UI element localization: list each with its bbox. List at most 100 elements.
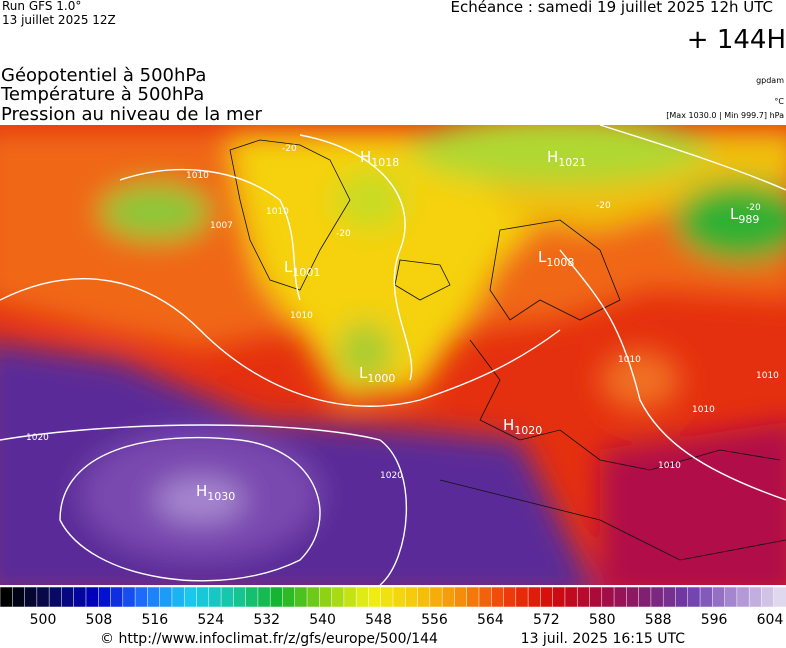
contour-label: 1010 bbox=[618, 355, 641, 365]
colorbar-swatch bbox=[343, 586, 357, 608]
colorbar-swatch bbox=[478, 586, 492, 608]
colorbar-swatch bbox=[675, 586, 689, 608]
colorbar-tick-label: 556 bbox=[421, 612, 448, 628]
colorbar-swatch bbox=[257, 586, 271, 608]
center-symbol: L bbox=[730, 205, 739, 223]
valid-time: Echéance : samedi 19 juillet 2025 12h UT… bbox=[451, 0, 773, 16]
colorbar-tick-label: 580 bbox=[589, 612, 616, 628]
center-symbol: L bbox=[359, 364, 368, 382]
colorbar-swatch bbox=[564, 586, 578, 608]
colorbar-tick-label: 532 bbox=[253, 612, 280, 628]
colorbar-swatch bbox=[613, 586, 628, 608]
colorbar-swatch bbox=[36, 586, 50, 608]
center-value: 1008 bbox=[546, 256, 574, 269]
colorbar: 500 508 516 524 532 540 548 556 564 572 580 588 596 6… bbox=[0, 586, 786, 628]
center-symbol: H bbox=[196, 482, 207, 500]
colorbar-swatch bbox=[466, 586, 480, 608]
colorbar-swatch bbox=[662, 586, 677, 608]
run-label: Run GFS 1.0° bbox=[2, 0, 81, 13]
contour-label: 1010 bbox=[756, 371, 779, 381]
colorbar-swatch bbox=[147, 586, 161, 608]
colorbar-swatch bbox=[48, 586, 63, 608]
center-symbol: H bbox=[547, 148, 558, 166]
colorbar-swatch bbox=[306, 586, 321, 608]
colorbar-swatch bbox=[331, 586, 345, 608]
colorbar-swatch bbox=[294, 586, 308, 608]
colorbar-swatch bbox=[12, 586, 26, 608]
colorbar-swatch bbox=[134, 586, 149, 608]
contour-label: 1020 bbox=[26, 433, 49, 443]
colorbar-swatch bbox=[183, 586, 198, 608]
contour-label: -20 bbox=[336, 229, 351, 239]
colorbar-swatch bbox=[319, 586, 333, 608]
center-symbol: L bbox=[284, 258, 293, 276]
contour-label: -20 bbox=[282, 144, 297, 154]
colorbar-tick-label: 540 bbox=[309, 612, 336, 628]
colorbar-swatch bbox=[441, 586, 456, 608]
center-symbol: L bbox=[538, 248, 547, 266]
colorbar-swatch bbox=[269, 586, 284, 608]
colorbar-swatch bbox=[355, 586, 370, 608]
field-label: Température à 500hPa bbox=[0, 84, 204, 105]
colorbar-swatch bbox=[282, 586, 296, 608]
colorbar-swatch bbox=[110, 586, 124, 608]
map-field bbox=[0, 125, 786, 585]
field-label: Pression au niveau de la mer bbox=[1, 104, 263, 125]
colorbar-swatch bbox=[650, 586, 664, 608]
colorbar-tick-label: 588 bbox=[645, 612, 672, 628]
colorbar-tick-label: 564 bbox=[477, 612, 504, 628]
pressure-center: H1020 bbox=[503, 416, 542, 437]
center-value: 1021 bbox=[558, 156, 586, 169]
colorbar-swatch bbox=[220, 586, 235, 608]
pressure-range: [Max 1030.0 | Min 999.7] hPa bbox=[666, 111, 784, 120]
colorbar-swatch bbox=[699, 586, 714, 608]
pressure-center: L1001 bbox=[284, 258, 320, 279]
source-url: © http://www.infoclimat.fr/z/gfs/europe/… bbox=[100, 631, 438, 647]
pressure-center: L1000 bbox=[359, 364, 395, 385]
colorbar-swatch bbox=[736, 586, 750, 608]
colorbar-swatch bbox=[61, 586, 75, 608]
colorbar-swatch bbox=[196, 586, 210, 608]
contour-label: 1010 bbox=[186, 171, 209, 181]
center-value: 1000 bbox=[367, 372, 395, 385]
colorbar-swatch bbox=[73, 586, 87, 608]
colorbar-swatch bbox=[589, 586, 603, 608]
colorbar-swatch bbox=[380, 586, 394, 608]
colorbar-swatch bbox=[540, 586, 554, 608]
colorbar-swatch bbox=[208, 586, 222, 608]
center-value: 989 bbox=[738, 213, 759, 226]
colorbar-swatch bbox=[527, 586, 542, 608]
colorbar-swatch bbox=[429, 586, 443, 608]
colorbar-tick-label: 508 bbox=[86, 612, 113, 628]
colorbar-swatch bbox=[245, 586, 259, 608]
colorbar-tick-label: 572 bbox=[533, 612, 560, 628]
center-symbol: H bbox=[503, 416, 514, 434]
colorbar-tick-label: 524 bbox=[197, 612, 224, 628]
colorbar-swatch bbox=[761, 586, 775, 608]
contour-label: 1010 bbox=[692, 405, 715, 415]
contour-label: 1007 bbox=[210, 221, 233, 231]
field-label: Géopotentiel à 500hPa bbox=[1, 65, 206, 86]
colorbar-swatch bbox=[503, 586, 517, 608]
colorbar-tick-label: 500 bbox=[30, 612, 57, 628]
colorbar-swatch bbox=[417, 586, 431, 608]
colorbar-swatch bbox=[159, 586, 173, 608]
unit-label: gpdam bbox=[756, 76, 784, 85]
center-symbol: H bbox=[360, 148, 371, 166]
colorbar-swatch bbox=[85, 586, 99, 608]
colorbar-swatch bbox=[724, 586, 738, 608]
pressure-center: H1030 bbox=[196, 482, 235, 503]
colorbar-swatch bbox=[552, 586, 566, 608]
center-value: 1001 bbox=[292, 266, 320, 279]
colorbar-swatch bbox=[773, 586, 786, 608]
pressure-center: L1008 bbox=[538, 248, 574, 269]
colorbar-swatch bbox=[638, 586, 652, 608]
unit-label: °C bbox=[774, 97, 784, 106]
colorbar-swatch bbox=[601, 586, 615, 608]
colorbar-swatch bbox=[748, 586, 763, 608]
lead-time: + 144H bbox=[687, 25, 786, 55]
contour-label: 1010 bbox=[290, 311, 313, 321]
colorbar-tick-label: 604 bbox=[757, 612, 784, 628]
colorbar-swatch bbox=[368, 586, 382, 608]
